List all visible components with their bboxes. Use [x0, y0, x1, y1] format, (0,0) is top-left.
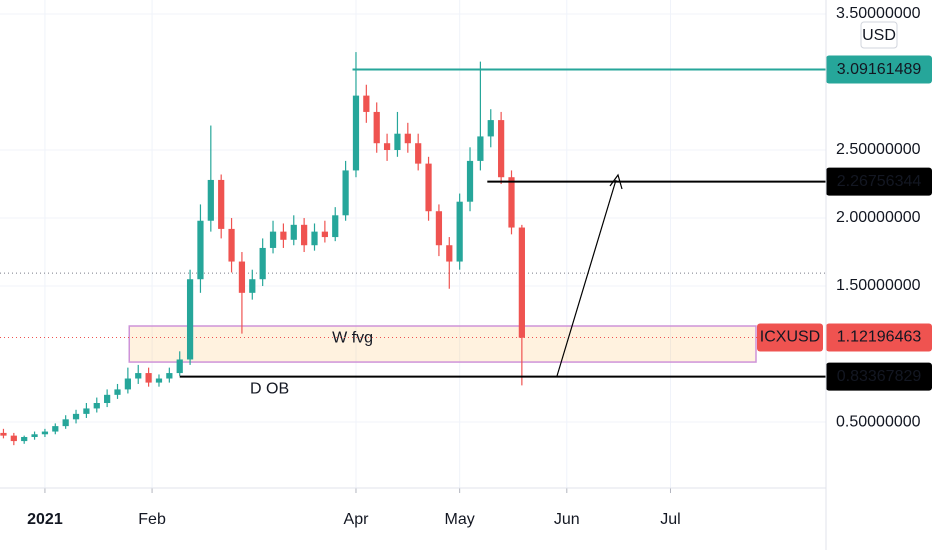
candle-body — [290, 224, 297, 240]
y-tick-label: 2.50000000 — [836, 141, 921, 158]
price-label-box — [826, 362, 932, 391]
arrow — [556, 179, 617, 377]
price-label-box — [826, 55, 932, 84]
candle-body — [72, 413, 80, 420]
candle-body — [363, 95, 370, 112]
y-tick-label: 1.50000000 — [836, 277, 921, 294]
y-tick-label: 0.50000000 — [836, 413, 921, 430]
candle-body — [446, 245, 453, 262]
candle-body — [218, 179, 225, 229]
candle-body — [228, 228, 235, 262]
x-tick-label: May — [445, 511, 475, 528]
currency[interactable]: USD — [862, 27, 896, 44]
candle-body — [280, 231, 287, 240]
candle-body — [415, 143, 422, 164]
candle-body — [135, 373, 142, 379]
candle-body — [238, 261, 246, 293]
candle-body — [311, 231, 318, 246]
candle-body — [114, 389, 121, 395]
candle-body — [249, 279, 256, 293]
candle-body — [269, 231, 277, 248]
currency-box[interactable] — [860, 21, 898, 49]
candle-body — [321, 231, 328, 238]
candle-body — [93, 402, 100, 409]
candle-body — [155, 378, 163, 383]
candle-body — [62, 419, 69, 427]
candle-body — [373, 111, 380, 144]
candle-body — [0, 432, 7, 436]
last-price-label: 1.12196463 — [837, 329, 922, 346]
candle-body — [166, 373, 173, 379]
candle-body — [207, 179, 214, 221]
arrow-head — [609, 173, 623, 190]
candle-body — [186, 279, 194, 360]
price-label: 3.09161489 — [837, 61, 922, 78]
candle-body — [10, 435, 17, 442]
candle-body — [518, 227, 525, 338]
candle-body — [145, 373, 152, 383]
candle-body — [466, 160, 474, 202]
x-tick-label: Apr — [344, 511, 370, 528]
candle-body — [352, 95, 360, 171]
candle-body — [477, 136, 484, 161]
y-tick-label: 3.50000000 — [836, 5, 921, 22]
y-tick-label: 2.00000000 — [836, 209, 921, 226]
candle-body — [301, 224, 308, 246]
x-tick-label: 2021 — [27, 511, 63, 528]
annotation: D OB — [250, 381, 289, 398]
last-price-box — [826, 323, 932, 352]
candle-body — [498, 120, 505, 178]
candle-body — [332, 215, 339, 238]
x-tick-label: Jul — [660, 511, 680, 528]
candle-body — [176, 359, 183, 374]
price-label: 0.83367829 — [837, 368, 922, 385]
zone — [128, 325, 757, 363]
x-tick-label: Feb — [138, 511, 166, 528]
candle-body — [259, 247, 266, 280]
candle-body — [456, 201, 463, 262]
candle-body — [394, 133, 401, 151]
x-tick-label: Jun — [554, 511, 580, 528]
candle-body — [41, 431, 49, 435]
symbol-label: ICXUSD — [760, 329, 820, 346]
candle-body — [404, 133, 411, 144]
candle-body — [425, 163, 432, 212]
candle-body — [52, 426, 59, 432]
candle-body — [31, 434, 38, 437]
candle-body — [435, 211, 443, 246]
price-label-box — [826, 167, 932, 196]
symbol-box — [757, 323, 823, 352]
candle-body — [104, 394, 111, 403]
candle-body — [487, 120, 494, 137]
candle-body — [83, 408, 90, 414]
candle-body — [124, 378, 131, 390]
candle-body — [342, 170, 349, 216]
candle-body — [197, 220, 204, 280]
price-label: 2.26756344 — [837, 173, 922, 190]
candle-body — [383, 143, 391, 151]
candle-body — [21, 436, 28, 442]
candle-body — [508, 177, 515, 228]
